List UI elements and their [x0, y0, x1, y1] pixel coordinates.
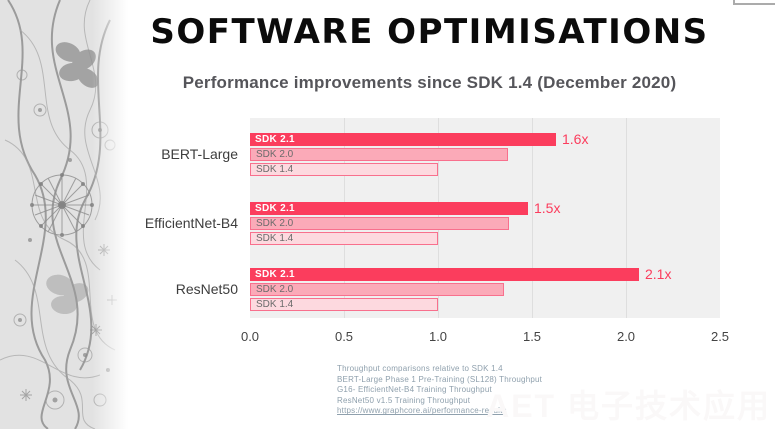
- category-label: EfficientNet-B4: [144, 215, 238, 231]
- x-tick-label: 1.0: [428, 329, 448, 344]
- performance-results-link[interactable]: https://www.graphcore.ai/performance-res…: [337, 406, 507, 416]
- graph-flowers-illustration: [0, 0, 128, 429]
- chart-bar-sdk-2-1: SDK 2.1: [250, 202, 528, 215]
- cropped-frame-artifact: [733, 0, 775, 5]
- chart-bar-sdk-1-4: SDK 1.4: [250, 298, 438, 311]
- chart-bar-sdk-2-0: SDK 2.0: [250, 148, 508, 161]
- category-label: ResNet50: [175, 281, 238, 297]
- x-tick-label: 1.5: [522, 329, 542, 344]
- chart-bar-sdk-2-0: SDK 2.0: [250, 217, 509, 230]
- chart-bar-sdk-2-1: SDK 2.1: [250, 133, 556, 146]
- x-tick-label: 2.0: [616, 329, 636, 344]
- x-tick-label: 0.0: [240, 329, 260, 344]
- decorative-graph-art: [0, 0, 128, 429]
- chart-bar-sdk-1-4: SDK 1.4: [250, 163, 438, 176]
- x-tick-label: 0.5: [334, 329, 354, 344]
- footnote-line: G16- EfficientNet-B4 Training Throughput: [337, 385, 492, 395]
- x-tick-label: 2.5: [710, 329, 730, 344]
- value-label: 1.5x: [534, 200, 561, 216]
- gridline: [626, 118, 627, 318]
- footnote: Throughput comparisons relative to SDK 1…: [337, 364, 542, 417]
- category-label: BERT-Large: [161, 146, 238, 162]
- chart-bar-sdk-1-4: SDK 1.4: [250, 232, 438, 245]
- footnote-line: Throughput comparisons relative to SDK 1…: [337, 364, 503, 373]
- footnote-line: BERT-Large Phase 1 Pre-Training (SL128) …: [337, 374, 543, 384]
- watermark: AET 电子技术应用: [486, 388, 771, 424]
- value-label: 1.6x: [562, 131, 589, 147]
- footnote-line: ResNet50 v1.5 Training Throughput: [337, 395, 471, 405]
- header: SOFTWARE OPTIMISATIONS Performance impro…: [128, 12, 775, 93]
- slide-title: SOFTWARE OPTIMISATIONS: [150, 12, 709, 52]
- chart-bar-sdk-2-1: SDK 2.1: [250, 268, 639, 281]
- chart-bar-sdk-2-0: SDK 2.0: [250, 283, 504, 296]
- gridline: [532, 118, 533, 318]
- chart-title: Performance improvements since SDK 1.4 (…: [182, 73, 677, 92]
- value-label: 2.1x: [645, 266, 672, 282]
